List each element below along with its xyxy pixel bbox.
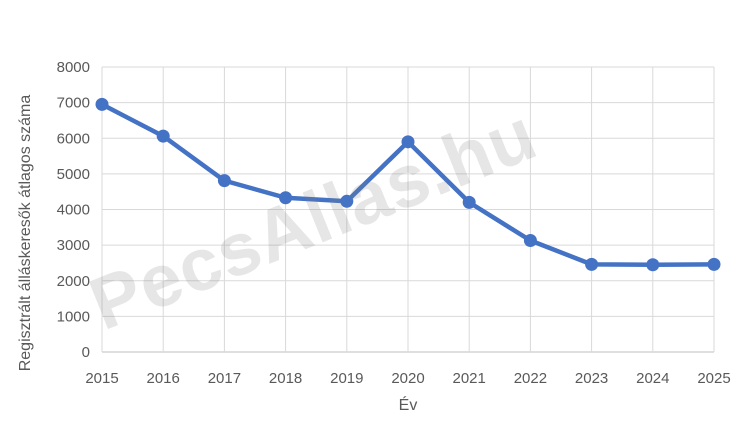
y-tick-label: 4000	[57, 202, 90, 219]
data-point-2018	[279, 191, 293, 205]
data-point-2024	[646, 258, 660, 272]
data-point-2016	[156, 129, 170, 143]
data-point-2021	[462, 195, 476, 209]
data-point-2020	[401, 135, 415, 149]
x-tick-label: 2021	[453, 370, 486, 387]
y-tick-label: 1000	[57, 308, 90, 325]
x-tick-label: 2018	[269, 370, 302, 387]
y-tick-label: 2000	[57, 273, 90, 290]
y-tick-label: 0	[82, 344, 90, 361]
y-tick-label: 8000	[57, 59, 90, 76]
data-point-2017	[217, 174, 231, 188]
x-tick-label: 2016	[147, 370, 180, 387]
x-tick-label: 2020	[391, 370, 424, 387]
y-tick-label: 3000	[57, 237, 90, 254]
x-tick-label: 2025	[697, 370, 730, 387]
data-point-2019	[340, 194, 354, 208]
data-point-2025	[707, 257, 721, 271]
x-tick-label: 2022	[514, 370, 547, 387]
x-axis-title: Év	[398, 397, 418, 414]
y-tick-label: 5000	[57, 166, 90, 183]
data-point-2022	[523, 233, 537, 247]
x-tick-label: 2024	[636, 370, 669, 387]
x-tick-label: 2019	[330, 370, 363, 387]
y-tick-label: 6000	[57, 130, 90, 147]
x-tick-label: 2023	[575, 370, 608, 387]
x-tick-label: 2017	[208, 370, 241, 387]
data-point-2015	[95, 97, 109, 111]
x-tick-label: 2015	[85, 370, 118, 387]
y-axis-title: Regisztrált álláskeresők átlagos száma	[17, 94, 34, 372]
y-tick-label: 7000	[57, 95, 90, 112]
data-point-2023	[585, 257, 599, 271]
